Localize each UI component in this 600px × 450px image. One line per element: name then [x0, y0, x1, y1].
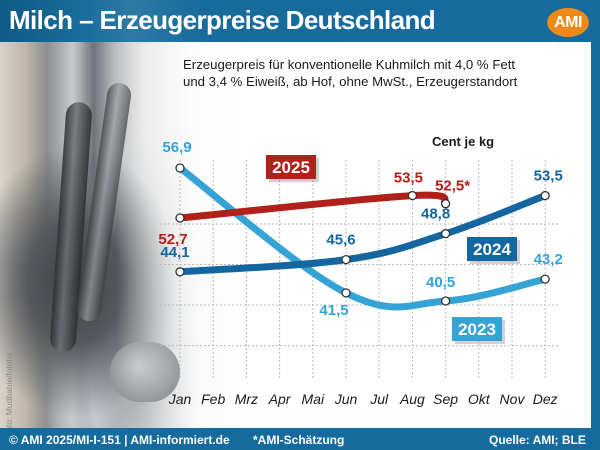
data-point-2023 — [341, 288, 351, 298]
x-tick-label: Aug — [399, 391, 425, 407]
legend-tag-label: 2025 — [272, 158, 310, 177]
data-point-2024 — [175, 267, 185, 277]
data-label-2023: 41,5 — [319, 302, 348, 319]
footer-bar: © AMI 2025/MI-I-151 | AMI-informiert.de … — [0, 428, 600, 450]
data-label-2023: 43,2 — [534, 251, 563, 268]
source-text: Quelle: AMI; BLE — [489, 433, 586, 447]
x-tick-label: Okt — [468, 391, 491, 407]
copyright-text: © AMI 2025/MI-I-151 | AMI-informiert.de — [9, 433, 230, 447]
x-tick-label: Mrz — [235, 391, 258, 407]
subtitle-line-2: und 3,4 % Eiweiß, ab Hof, ohne MwSt., Er… — [183, 74, 518, 89]
data-label-2024: 48,8 — [421, 206, 450, 223]
chart-panel: Erzeugerpreis für konventionelle Kuhmilc… — [0, 42, 591, 428]
data-point-2023 — [540, 274, 550, 284]
legend-tag-label: 2023 — [458, 320, 496, 339]
legend-tag-box — [266, 155, 316, 179]
data-label-2024: 45,6 — [326, 232, 355, 249]
chart-title: Milch – Erzeugerpreise Deutschland — [9, 5, 436, 35]
data-label-2025: 52,5* — [435, 178, 470, 195]
data-point-2023 — [440, 296, 451, 306]
x-tick-label: Dez — [533, 391, 558, 407]
data-point-2025 — [440, 199, 451, 209]
ami-logo-icon: AMI — [547, 8, 589, 37]
data-point-2024 — [540, 190, 550, 201]
data-label-2024: 53,5 — [534, 168, 563, 185]
y-axis-unit-label: Cent je kg — [432, 134, 495, 149]
data-point-2024 — [440, 229, 451, 239]
data-label-2025: 52,7 — [158, 231, 187, 248]
chart-subtitle: Erzeugerpreis für konventionelle Kuhmilc… — [183, 56, 517, 90]
x-tick-label: Apr — [268, 391, 292, 407]
legend-tag-box — [452, 317, 502, 341]
data-label-2025: 53,5 — [394, 170, 423, 187]
x-tick-label: Jul — [369, 391, 389, 407]
x-tick-label: Nov — [500, 391, 526, 407]
x-tick-label: Jun — [334, 391, 358, 407]
data-point-2023 — [175, 163, 185, 173]
series-line-2024 — [176, 192, 549, 276]
legend-tag-label: 2024 — [473, 240, 511, 259]
legend-tag-box — [467, 237, 517, 261]
footnote-text: *AMI-Schätzung — [253, 433, 345, 447]
subtitle-line-1: Erzeugerpreis für konventionelle Kuhmilc… — [183, 57, 516, 72]
legend-tag-2024: 2024 — [467, 237, 520, 264]
milking-machine-photo — [0, 42, 260, 428]
data-label-2024: 44,1 — [160, 244, 189, 261]
legend-tag-2023: 2023 — [452, 317, 505, 344]
claw-shape — [110, 342, 180, 402]
x-tick-label: Mai — [302, 391, 325, 407]
x-tick-label: Sep — [433, 391, 458, 407]
legend-tag-2025: 2025 — [266, 155, 319, 182]
series-line-2023 — [176, 164, 549, 311]
data-point-2025 — [175, 213, 185, 223]
data-label-2023: 56,9 — [162, 139, 191, 156]
data-point-2024 — [341, 254, 351, 265]
data-point-2025 — [407, 190, 418, 201]
x-tick-label: Jan — [168, 391, 192, 407]
line-chart: Jan Feb Mrz Apr Mai Jun Jul Aug Sep Okt Nov Dez 56,9… — [158, 139, 563, 407]
header-bar: Milch – Erzeugerpreise Deutschland AMI — [0, 0, 600, 42]
data-label-2023: 40,5 — [426, 274, 455, 291]
x-tick-label: Feb — [201, 391, 225, 407]
